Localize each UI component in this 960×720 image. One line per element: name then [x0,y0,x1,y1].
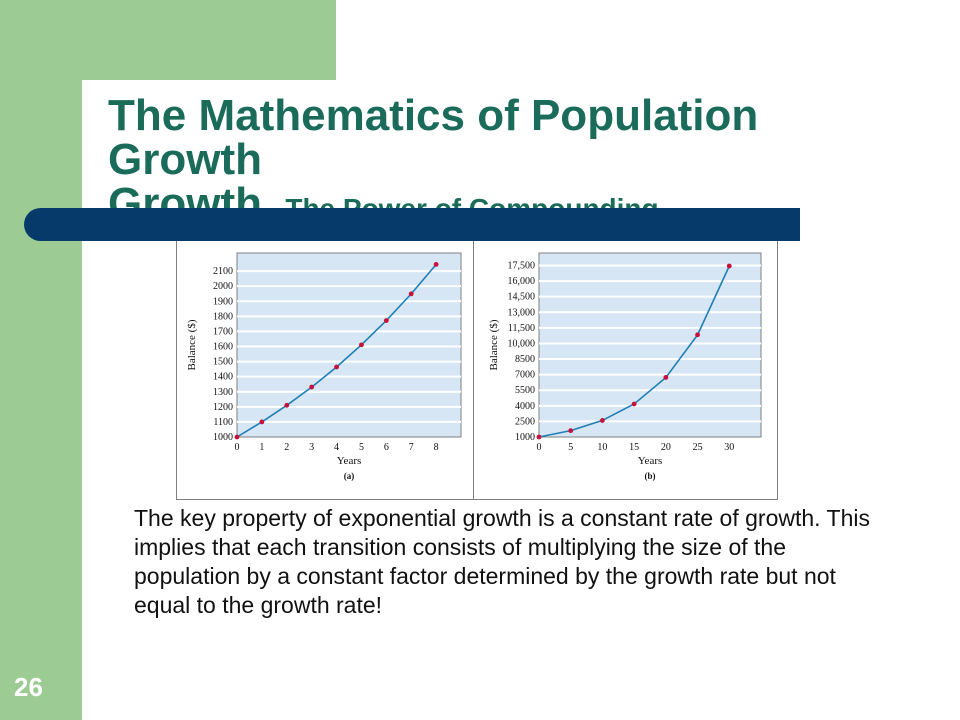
figure-divider [473,241,474,499]
chart-b-y-tick-label: 2500 [515,416,535,427]
chart-a-x-axis-label: Years [337,455,362,467]
chart-a-data-point [359,342,364,348]
chart-b-data-point [695,332,700,338]
chart-b-x-tick-label: 20 [661,442,671,453]
chart-a-data-point [309,384,315,390]
chart-a-data-point [234,434,240,440]
chart-a-y-axis-label: Balance ($) [186,319,198,370]
chart-b-y-tick-label: 8500 [515,354,535,365]
chart-b-y-axis-label: Balance ($) [488,319,500,370]
chart-figure: 1000 1100 1200 1300 1400 1500 1600 1700 1800 1900… [176,241,778,500]
chart-a-x-tick-label: 3 [309,442,314,453]
slide-title: The Mathematics of Population Growth Gro… [108,94,908,226]
chart-b-y-tick-label: 10,000 [508,338,536,349]
chart-b-data-point [600,418,605,423]
chart-a-y-tick-label: 1100 [213,417,233,428]
left-green-band [0,0,82,720]
chart-a-data-point [433,262,439,267]
chart-b-data-point [568,428,574,434]
chart-a-panel-label: (a) [344,471,355,481]
chart-a-x-tick-label: 5 [359,442,364,453]
chart-a-x-tick-label: 2 [284,442,289,453]
title-underline-bar [24,208,800,241]
chart-b-data-point [663,375,669,380]
chart-b-x-tick-label: 10 [597,442,607,453]
chart-a-data-point [408,291,414,297]
chart-a-y-tick-label: 1200 [213,402,233,413]
slide-number: 26 [14,672,43,702]
chart-b-data-point [726,263,732,269]
title-main: The Mathematics of Population Growth [108,91,759,184]
body-paragraph: The key property of exponential growth i… [134,505,870,618]
chart-a-y-tick-label: 1000 [213,432,233,443]
chart-a-y-tick-label: 2100 [213,266,233,277]
chart-a-x-tick-label: 0 [235,442,240,453]
chart-b-y-tick-label: 7000 [515,370,535,381]
chart-a-data-point [284,402,290,408]
chart-b-y-tick-label: 11,500 [508,323,535,334]
chart-b-y-tick-label: 13,000 [508,307,536,318]
chart-a-y-tick-label: 1600 [213,342,233,353]
chart-b-x-tick-label: 15 [629,442,639,453]
chart-b-panel-label: (b) [645,471,656,481]
chart-a-y-tick-label: 1300 [213,387,233,398]
chart-b-data-point [536,434,542,440]
chart-a-x-tick-label: 1 [259,442,264,453]
chart-b-y-tick-label: 14,500 [508,292,536,303]
chart-b: 1000 2500 4000 5500 7000 8500 10,000 11,500 13,0… [488,252,762,481]
chart-b-y-tick-label: 4000 [515,401,535,412]
chart-a-data-point [259,419,265,425]
chart-b-y-tick-label: 17,500 [508,260,536,271]
top-green-block [0,0,336,80]
chart-a-y-tick-label: 1900 [213,296,233,307]
chart-a-x-tick-label: 6 [384,442,389,453]
charts-svg: 1000110012001300140015001600170018001900… [186,252,762,481]
chart-a-y-tick-label: 1400 [213,372,233,383]
chart-a-data-point [334,364,339,370]
chart-a-x-tick-label: 7 [409,442,414,453]
chart-b-x-tick-label: 0 [537,442,542,453]
chart-a-y-tick-label: 1500 [213,357,233,368]
chart-a: 1000 1100 1200 1300 1400 1500 1600 1700 1800 1900… [186,252,462,481]
chart-a-y-tick-label: 1800 [213,311,233,322]
chart-b-x-tick-label: 30 [724,442,734,453]
chart-a-x-tick-label: 8 [434,442,439,453]
chart-b-x-tick-label: 25 [693,442,703,453]
chart-a-y-tick-label: 1700 [213,326,233,337]
chart-b-data-point [631,401,637,407]
chart-a-y-tick-label: 2000 [213,281,233,292]
chart-a-data-point [383,318,389,323]
chart-b-y-tick-label: 5500 [515,385,535,396]
chart-b-x-tick-label: 5 [568,442,573,453]
chart-a-x-tick-label: 4 [334,442,339,453]
chart-b-x-axis-label: Years [638,455,663,467]
chart-b-y-tick-label: 16,000 [508,276,536,287]
chart-b-y-tick-label: 1000 [515,432,535,443]
chart-a-plot-area [236,252,462,438]
